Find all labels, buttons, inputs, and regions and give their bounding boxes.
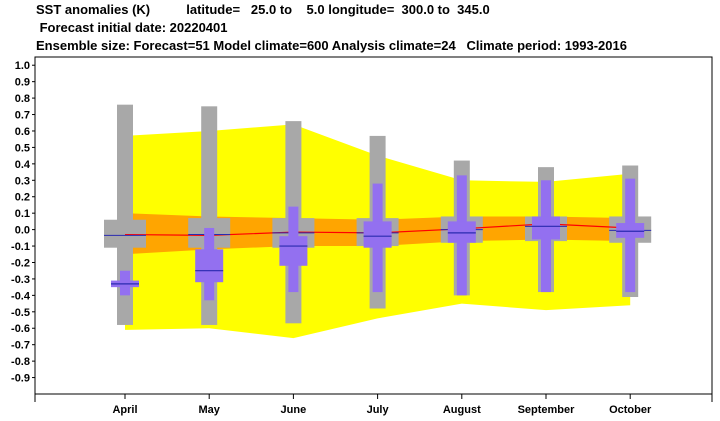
y-tick-label: 0.0	[15, 225, 30, 237]
header-line-3: Ensemble size: Forecast=51 Model climate…	[36, 38, 627, 53]
forecast-box	[532, 216, 560, 240]
y-tick-label: -0.4	[11, 290, 31, 302]
y-tick-label: -0.3	[11, 274, 30, 286]
x-tick-label: June	[281, 404, 307, 416]
y-tick-label: 0.3	[15, 175, 30, 187]
x-tick-label: May	[198, 404, 220, 416]
x-tick-label: August	[443, 404, 481, 416]
y-tick-label: 1.0	[15, 60, 30, 72]
y-tick-label: 0.8	[15, 93, 30, 105]
model-climate-box	[104, 219, 146, 248]
y-tick-label: 0.2	[15, 192, 30, 204]
forecast-box	[363, 221, 392, 248]
x-tick-label: April	[112, 404, 137, 416]
y-tick-label: -0.2	[11, 257, 30, 269]
x-tick-label: July	[367, 404, 390, 416]
y-tick-label: 0.9	[15, 77, 30, 89]
y-tick-label: 0.7	[15, 110, 30, 122]
forecast-box	[279, 236, 308, 266]
y-tick-label: -0.8	[11, 356, 30, 368]
x-tick-label: October	[609, 404, 652, 416]
forecast-box	[195, 249, 224, 283]
y-tick-label: -0.9	[11, 373, 30, 385]
model-climate-whisker	[117, 104, 133, 325]
y-tick-label: 0.5	[15, 142, 30, 154]
y-tick-label: 0.1	[15, 208, 30, 220]
forecast-box	[616, 223, 645, 238]
plot-frame	[34, 56, 713, 395]
forecast-box	[447, 221, 476, 243]
x-tick-label: September	[518, 404, 576, 416]
y-tick-label: 0.6	[15, 126, 30, 138]
y-tick-label: -0.5	[11, 307, 30, 319]
y-tick-label: -0.6	[11, 323, 30, 335]
y-tick-label: 0.4	[15, 159, 31, 171]
y-tick-label: -0.1	[11, 241, 30, 253]
y-tick-label: -0.7	[11, 340, 30, 352]
header-line-2: Forecast initial date: 20220401	[36, 20, 228, 35]
header-line-1: SST anomalies (K) latitude= 25.0 to 5.0 …	[36, 2, 490, 17]
